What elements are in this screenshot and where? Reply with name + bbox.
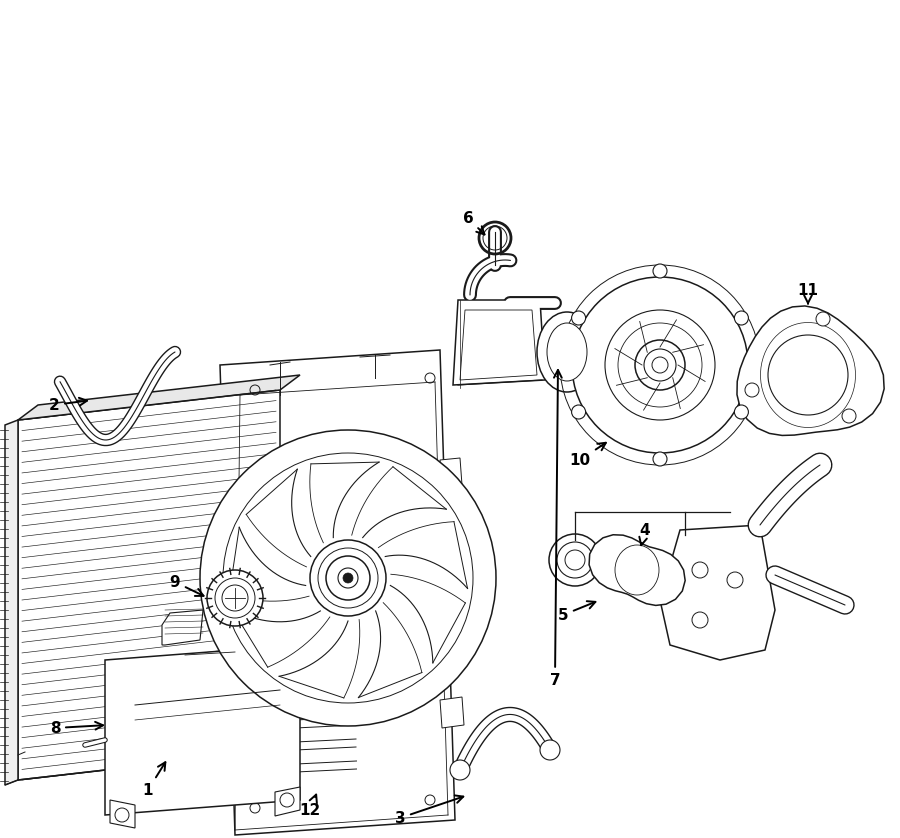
Circle shape (557, 542, 593, 578)
Circle shape (572, 405, 586, 419)
Polygon shape (275, 787, 300, 816)
Circle shape (745, 383, 759, 397)
Ellipse shape (537, 312, 597, 392)
Circle shape (816, 312, 830, 326)
Circle shape (734, 311, 749, 325)
Polygon shape (162, 610, 203, 645)
Text: 8: 8 (50, 721, 104, 736)
Circle shape (549, 534, 601, 586)
Text: 1: 1 (143, 763, 166, 798)
Text: 12: 12 (300, 794, 320, 818)
Text: 6: 6 (463, 210, 484, 235)
Polygon shape (440, 458, 462, 487)
Circle shape (450, 760, 470, 780)
Polygon shape (453, 300, 545, 385)
Text: 11: 11 (797, 282, 818, 303)
Circle shape (343, 573, 353, 583)
Polygon shape (660, 525, 775, 660)
Circle shape (842, 409, 856, 423)
Circle shape (653, 264, 667, 278)
Circle shape (572, 311, 586, 325)
Circle shape (635, 340, 685, 390)
Text: 5: 5 (558, 601, 596, 623)
Polygon shape (18, 375, 300, 420)
Polygon shape (18, 390, 280, 780)
Polygon shape (440, 697, 464, 728)
Polygon shape (105, 645, 300, 815)
Text: 2: 2 (49, 397, 87, 412)
Ellipse shape (615, 545, 659, 595)
Circle shape (326, 556, 370, 600)
Polygon shape (737, 306, 884, 436)
Ellipse shape (547, 323, 587, 381)
Circle shape (734, 405, 749, 419)
Circle shape (653, 452, 667, 466)
Text: 7: 7 (550, 370, 562, 687)
Circle shape (572, 277, 748, 453)
Circle shape (200, 430, 496, 726)
Circle shape (768, 335, 848, 415)
Circle shape (310, 540, 386, 616)
Text: 10: 10 (570, 442, 606, 468)
Polygon shape (460, 310, 537, 380)
Text: 9: 9 (170, 575, 203, 596)
Circle shape (207, 570, 263, 626)
Text: 4: 4 (639, 523, 651, 546)
Text: 3: 3 (395, 795, 464, 825)
Circle shape (540, 740, 560, 760)
Polygon shape (590, 535, 685, 605)
Polygon shape (110, 800, 135, 828)
Polygon shape (5, 420, 18, 785)
Polygon shape (220, 350, 455, 835)
